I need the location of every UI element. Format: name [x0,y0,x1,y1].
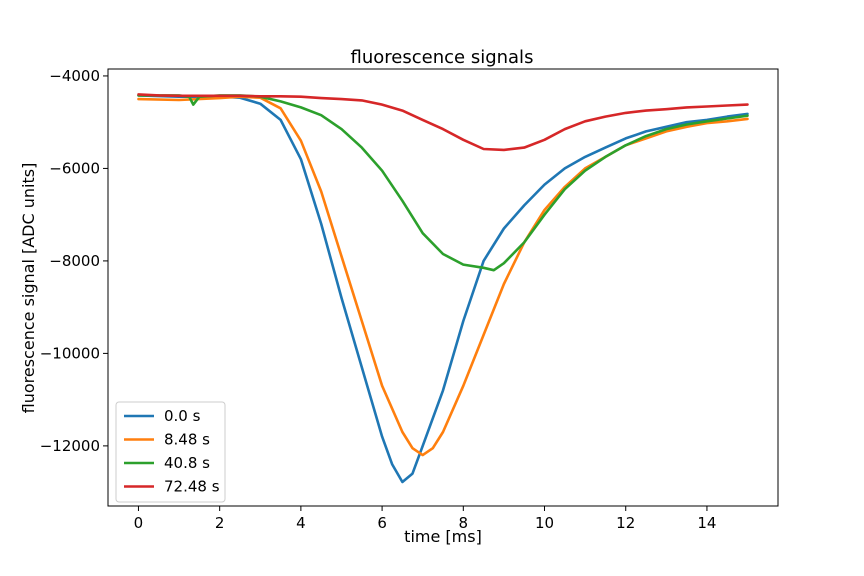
y-tick-label: −8000 [49,252,100,270]
x-tick-label: 14 [697,514,716,532]
series-line-1 [137,95,749,457]
legend-label: 40.8 s [164,454,210,472]
x-tick-label: 12 [616,514,635,532]
legend-label: 0.0 s [164,407,201,425]
y-tick-label: −6000 [49,159,100,177]
x-axis: 0 2 4 6 8 10 12 14 [134,506,716,532]
x-axis-label: time [ms] [404,527,482,546]
x-tick-label: 6 [377,514,387,532]
y-tick-label: −12000 [40,437,100,455]
x-tick-label: 10 [535,514,554,532]
chart-title: fluorescence signals [351,47,534,68]
legend: 0.0 s 8.48 s 40.8 s 72.48 s [115,401,226,503]
y-tick-label: −4000 [49,67,100,85]
y-tick-label: −10000 [40,344,100,362]
y-axis: −4000 −6000 −8000 −10000 −12000 [40,67,108,455]
legend-label: 72.48 s [164,478,220,496]
x-tick-label: 8 [459,514,469,532]
y-axis-label: fluorescence signal [ADC units] [19,163,38,414]
x-tick-label: 2 [215,514,225,532]
series-line-0 [137,94,749,484]
plot-frame [107,68,779,507]
x-tick-label: 4 [296,514,306,532]
series-line-3 [137,93,749,152]
legend-box [115,401,226,503]
series-line-2 [137,94,749,272]
legend-label: 8.48 s [164,431,210,449]
x-tick-label: 0 [134,514,144,532]
plot-area [137,93,749,484]
